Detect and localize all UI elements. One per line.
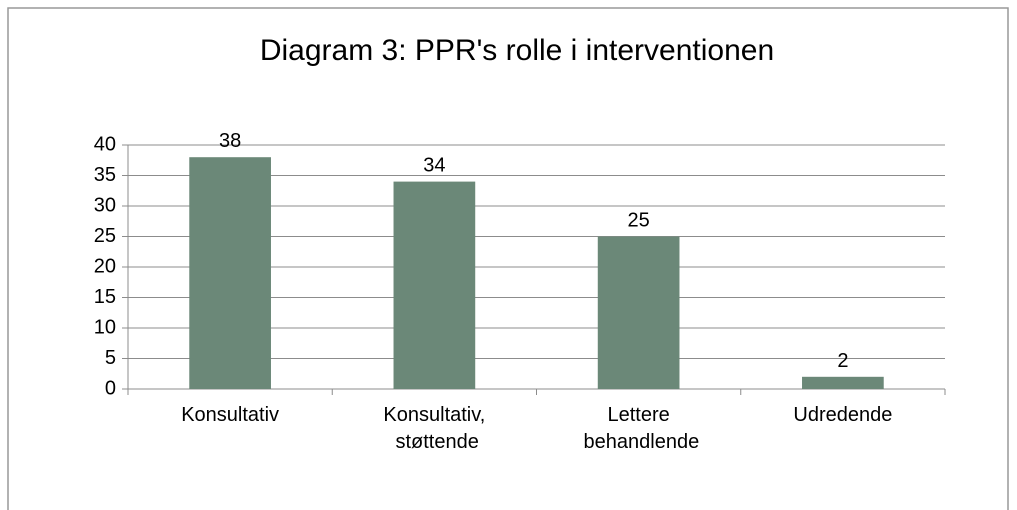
y-tick-label: 0 <box>105 377 116 399</box>
data-label: 25 <box>628 210 650 232</box>
bar <box>393 181 476 389</box>
x-tick-label: Lettere behandlende <box>578 404 699 453</box>
chart-frame <box>7 7 1009 510</box>
bar <box>802 376 884 389</box>
chart-title: Diagram 3: PPR's rolle i interventionen <box>260 34 774 67</box>
y-tick-label: 25 <box>94 225 116 247</box>
bar <box>597 236 680 389</box>
x-tick-label: Konsultativ, støttende <box>383 404 485 453</box>
data-label: 38 <box>219 130 241 152</box>
data-label: 34 <box>423 155 445 177</box>
y-tick-label: 15 <box>94 286 116 308</box>
bar <box>189 157 271 389</box>
data-label: 2 <box>837 350 848 372</box>
y-tick-label: 30 <box>94 194 116 216</box>
y-tick-label: 20 <box>94 255 116 277</box>
x-tick-label: Udredende <box>793 404 892 426</box>
x-tick-label: Konsultativ <box>181 404 279 426</box>
y-tick-label: 10 <box>94 316 116 338</box>
y-tick-label: 40 <box>94 133 116 155</box>
y-tick-label: 5 <box>105 347 116 369</box>
y-tick-label: 35 <box>94 164 116 186</box>
